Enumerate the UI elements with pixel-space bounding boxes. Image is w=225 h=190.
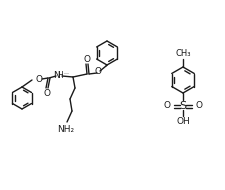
Text: O: O	[94, 67, 101, 77]
Text: O: O	[83, 55, 90, 63]
Text: ···: ···	[63, 71, 69, 76]
Text: CH₃: CH₃	[175, 50, 191, 59]
Text: O: O	[36, 74, 43, 83]
Text: H: H	[57, 70, 63, 79]
Text: O: O	[164, 101, 171, 111]
Text: NH₂: NH₂	[57, 124, 74, 134]
Text: OH: OH	[176, 116, 190, 126]
Text: O: O	[196, 101, 202, 111]
Text: O: O	[43, 89, 50, 97]
Text: N: N	[54, 70, 60, 79]
Text: S: S	[180, 101, 187, 111]
